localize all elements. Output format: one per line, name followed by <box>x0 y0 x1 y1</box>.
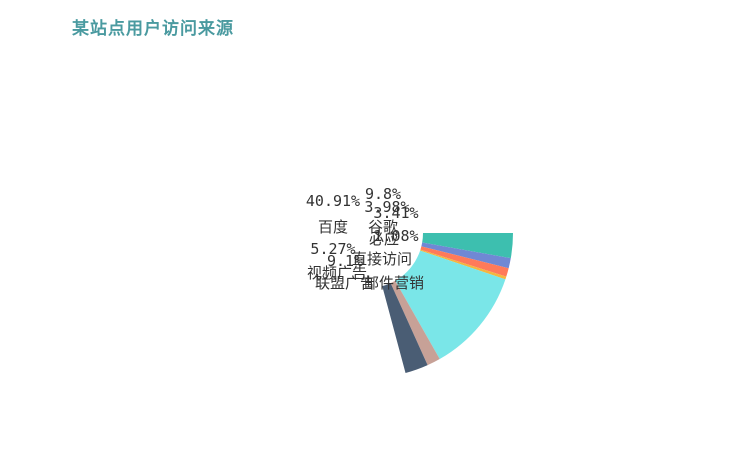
pie-slice[interactable] <box>420 246 509 277</box>
slice-name-label: 直接访问 <box>352 250 412 268</box>
slice-name-label: 谷歌 <box>368 218 398 236</box>
pie-slice[interactable] <box>390 280 440 366</box>
slice-name-label: 联盟广告 <box>315 274 375 292</box>
slice-name-label: 视频广告 <box>307 264 367 282</box>
slice-percent-label: 5.27% <box>310 240 355 258</box>
slice-name-label: 必应 <box>369 230 399 248</box>
slice-percent-label: 9.8% <box>365 185 401 203</box>
chart-title: 某站点用户访问来源 <box>72 19 234 39</box>
slice-percent-label: 1.08% <box>373 227 418 245</box>
pie-slice[interactable] <box>421 242 511 269</box>
slice-percent-label: 3.41% <box>373 204 418 222</box>
slice-name-label: 百度 <box>318 218 348 236</box>
pie-slice[interactable] <box>420 249 507 280</box>
slice-percent-label: 3.98% <box>364 198 409 216</box>
pie-slice[interactable] <box>382 283 428 374</box>
pie-slice[interactable] <box>422 233 513 259</box>
slice-name-label: 邮件营销 <box>364 274 424 292</box>
slice-percent-label: 9.1% <box>327 252 363 270</box>
slice-percent-label: 40.91% <box>306 192 360 210</box>
pie-slice[interactable] <box>395 250 506 360</box>
